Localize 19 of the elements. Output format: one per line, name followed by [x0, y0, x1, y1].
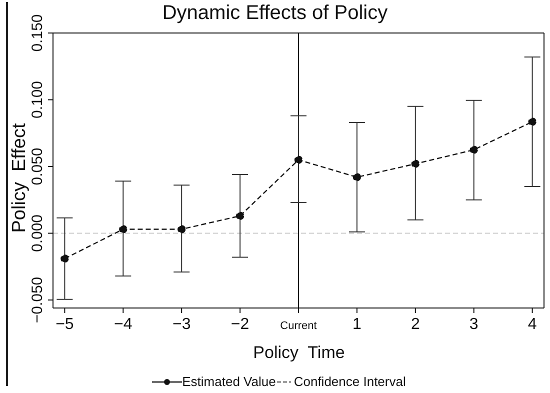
- x-tick-label: 3: [469, 316, 478, 333]
- x-tick-label: −3: [172, 316, 191, 333]
- y-tick-label: 0.050: [29, 148, 46, 186]
- y-tick-label: −0.050: [29, 276, 46, 324]
- chart-title: Dynamic Effects of Policy: [162, 2, 388, 24]
- x-tick-label: 1: [352, 316, 362, 333]
- legend-label: Estimated Value: [182, 374, 276, 389]
- x-axis-title: Policy Time: [252, 343, 346, 363]
- y-axis-title: Policy Effect: [9, 123, 31, 233]
- text: Confidence Interval: [294, 374, 406, 389]
- x-tick-label: 4: [528, 316, 537, 333]
- y-tick-label: 0.000: [29, 214, 46, 252]
- x-tick-label: −4: [114, 316, 132, 333]
- y-tick-label: 0.100: [29, 80, 46, 119]
- x-tick-label: −5: [56, 316, 74, 333]
- x-tick-label: 2: [410, 316, 420, 333]
- x-tick-label: −2: [230, 316, 250, 333]
- y-tick-label: 0.150: [29, 14, 46, 52]
- x-tick-label: Current: [280, 320, 317, 332]
